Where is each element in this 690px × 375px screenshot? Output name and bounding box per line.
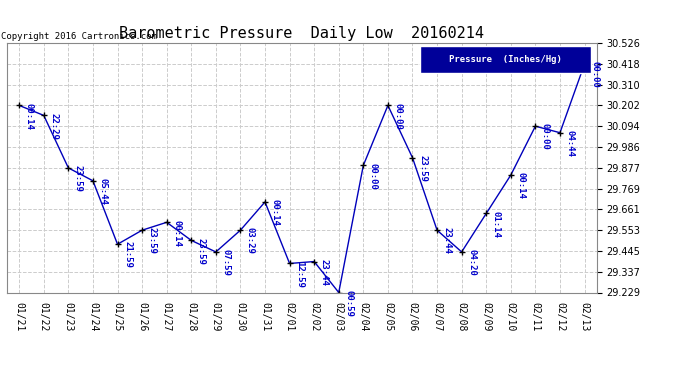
Text: 00:00: 00:00 bbox=[590, 61, 599, 88]
Text: 12:59: 12:59 bbox=[295, 261, 304, 288]
Text: 22:29: 22:29 bbox=[49, 112, 59, 140]
Text: 00:00: 00:00 bbox=[393, 103, 402, 129]
Text: 01:14: 01:14 bbox=[492, 211, 501, 238]
Text: 03:29: 03:29 bbox=[246, 227, 255, 254]
Text: 00:14: 00:14 bbox=[516, 172, 525, 199]
Text: 23:59: 23:59 bbox=[418, 155, 427, 182]
Text: 23:59: 23:59 bbox=[197, 238, 206, 264]
Text: 00:00: 00:00 bbox=[541, 123, 550, 150]
Text: 07:59: 07:59 bbox=[221, 249, 230, 276]
Text: 05:44: 05:44 bbox=[99, 178, 108, 205]
Text: 00:14: 00:14 bbox=[172, 219, 181, 246]
Text: 21:59: 21:59 bbox=[123, 242, 132, 268]
Text: 04:20: 04:20 bbox=[467, 249, 476, 276]
Title: Barometric Pressure  Daily Low  20160214: Barometric Pressure Daily Low 20160214 bbox=[119, 26, 484, 40]
Text: Copyright 2016 Cartronics.com: Copyright 2016 Cartronics.com bbox=[1, 32, 157, 40]
Text: 00:59: 00:59 bbox=[344, 290, 353, 316]
Text: 23:59: 23:59 bbox=[148, 227, 157, 254]
Text: 00:14: 00:14 bbox=[270, 199, 279, 226]
Text: 00:00: 00:00 bbox=[369, 163, 378, 189]
Text: 23:44: 23:44 bbox=[442, 227, 452, 254]
Text: 23:59: 23:59 bbox=[74, 165, 83, 192]
Text: 04:44: 04:44 bbox=[566, 130, 575, 157]
Text: 00:14: 00:14 bbox=[25, 103, 34, 129]
Text: 23:44: 23:44 bbox=[319, 259, 328, 286]
